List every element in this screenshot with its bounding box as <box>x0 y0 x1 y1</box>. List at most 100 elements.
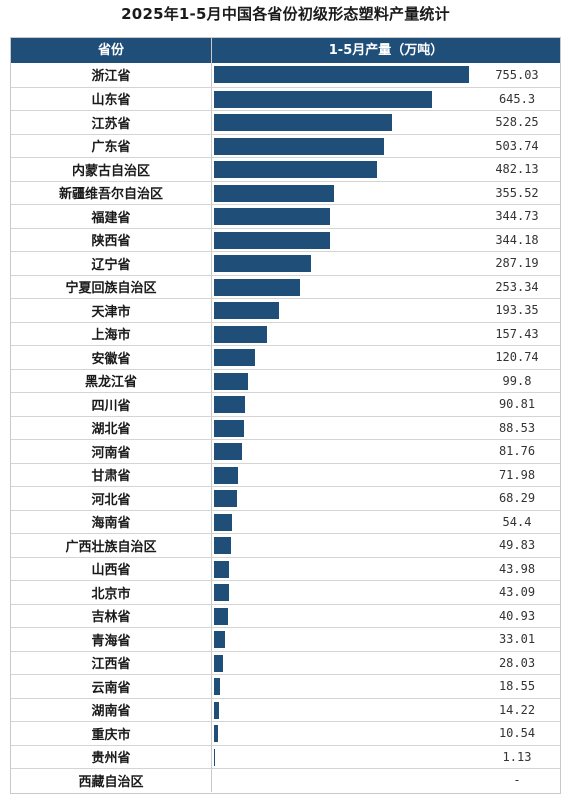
column-divider <box>211 651 212 674</box>
table-row: 黑龙江省 99.8 <box>11 368 560 392</box>
bar <box>214 701 219 719</box>
value-label: 28.03 <box>498 655 536 670</box>
table-row: 贵州省 1.13 <box>11 744 560 768</box>
table-row: 辽宁省 287.19 <box>11 251 560 275</box>
table-row: 山西省 43.98 <box>11 556 560 580</box>
value-label: 54.4 <box>502 514 532 529</box>
value-label: 81.76 <box>498 444 536 459</box>
province-label: 青海省 <box>91 633 131 649</box>
bar <box>214 255 311 272</box>
column-divider <box>211 510 212 533</box>
value-label: 503.74 <box>495 138 539 153</box>
bar <box>214 513 233 531</box>
table-row: 陕西省 344.18 <box>11 227 560 251</box>
value-label: 528.25 <box>495 115 539 130</box>
value-label: 40.93 <box>498 608 536 623</box>
province-label: 贵州省 <box>91 751 131 767</box>
table-row: 青海省 33.01 <box>11 627 560 651</box>
province-label: 江西省 <box>91 657 131 673</box>
province-label: 山东省 <box>91 93 131 109</box>
table-row: 广东省 503.74 <box>11 133 560 157</box>
province-label: 新疆维吾尔自治区 <box>58 187 163 203</box>
column-divider <box>211 675 212 698</box>
province-label: 北京市 <box>91 586 131 602</box>
table-row: 四川省 90.81 <box>11 392 560 416</box>
province-label: 福建省 <box>91 210 131 226</box>
column-divider <box>211 604 212 627</box>
value-label: 157.43 <box>495 326 539 341</box>
value-label: 68.29 <box>498 491 536 506</box>
bar <box>214 631 226 648</box>
table-row: 广西壮族自治区 49.83 <box>11 533 560 557</box>
value-label: 14.22 <box>498 702 536 717</box>
value-label: 10.54 <box>498 726 536 741</box>
bar <box>214 537 231 554</box>
column-divider <box>211 393 212 416</box>
table-row: 河南省 81.76 <box>11 439 560 463</box>
column-divider <box>211 228 212 251</box>
value-label: 645.3 <box>498 91 536 106</box>
column-divider <box>211 369 212 392</box>
bar <box>214 419 244 437</box>
bar <box>214 372 248 390</box>
bar <box>214 443 242 460</box>
bar <box>214 654 224 672</box>
column-divider <box>211 487 212 510</box>
bar <box>214 66 469 83</box>
table-row: 江苏省 528.25 <box>11 110 560 134</box>
table-row: 河北省 68.29 <box>11 486 560 510</box>
value-label: 355.52 <box>495 185 539 200</box>
column-divider <box>211 769 212 792</box>
value-label: 344.18 <box>495 232 539 247</box>
table-row: 云南省 18.55 <box>11 674 560 698</box>
province-label: 江苏省 <box>91 116 131 132</box>
province-label: 辽宁省 <box>91 257 131 273</box>
bar <box>214 302 280 319</box>
value-label: 43.09 <box>498 585 536 600</box>
bar <box>214 208 331 225</box>
bar <box>214 349 255 366</box>
bar <box>214 90 432 108</box>
column-divider <box>211 534 212 557</box>
bar <box>214 137 385 155</box>
column-divider <box>211 87 212 110</box>
column-divider <box>211 463 212 486</box>
bar <box>214 396 245 413</box>
column-divider <box>211 252 212 275</box>
province-label: 甘肃省 <box>91 469 131 485</box>
table-row: 北京市 43.09 <box>11 580 560 604</box>
column-divider <box>211 416 212 439</box>
province-label: 内蒙古自治区 <box>71 163 150 179</box>
province-label: 海南省 <box>91 516 131 532</box>
bar <box>214 114 393 131</box>
value-label: 90.81 <box>498 397 536 412</box>
value-label: 43.98 <box>498 561 536 576</box>
column-divider <box>211 346 212 369</box>
table-row: 湖南省 14.22 <box>11 697 560 721</box>
table-row: 安徽省 120.74 <box>11 345 560 369</box>
bar <box>214 748 215 766</box>
province-label: 上海市 <box>91 328 131 344</box>
table-row: 江西省 28.03 <box>11 650 560 674</box>
table-row: 湖北省 88.53 <box>11 415 560 439</box>
value-label: 99.8 <box>502 373 532 388</box>
value-label: 344.73 <box>495 209 539 224</box>
table-row: 西藏自治区 - <box>11 768 560 792</box>
column-divider <box>211 628 212 651</box>
bar <box>214 325 268 343</box>
value-label: 49.83 <box>498 538 536 553</box>
table-row: 天津市 193.35 <box>11 298 560 322</box>
province-label: 云南省 <box>91 680 131 696</box>
header-divider <box>211 38 212 63</box>
bar <box>214 278 300 296</box>
province-label: 山西省 <box>91 563 131 579</box>
data-table: 省份 1-5月产量（万吨） 浙江省 755.03 山东省 645.3 江苏省 528.25… <box>10 37 561 794</box>
chart-title: 2025年1-5月中国各省份初级形态塑料产量统计 <box>121 5 450 23</box>
province-label: 西藏自治区 <box>78 774 144 790</box>
value-label: - <box>513 773 521 788</box>
table-header: 省份 1-5月产量（万吨） <box>11 38 560 63</box>
table-row: 浙江省 755.03 <box>11 63 560 87</box>
bar <box>214 466 239 484</box>
column-divider <box>211 440 212 463</box>
value-label: 287.19 <box>495 256 539 271</box>
